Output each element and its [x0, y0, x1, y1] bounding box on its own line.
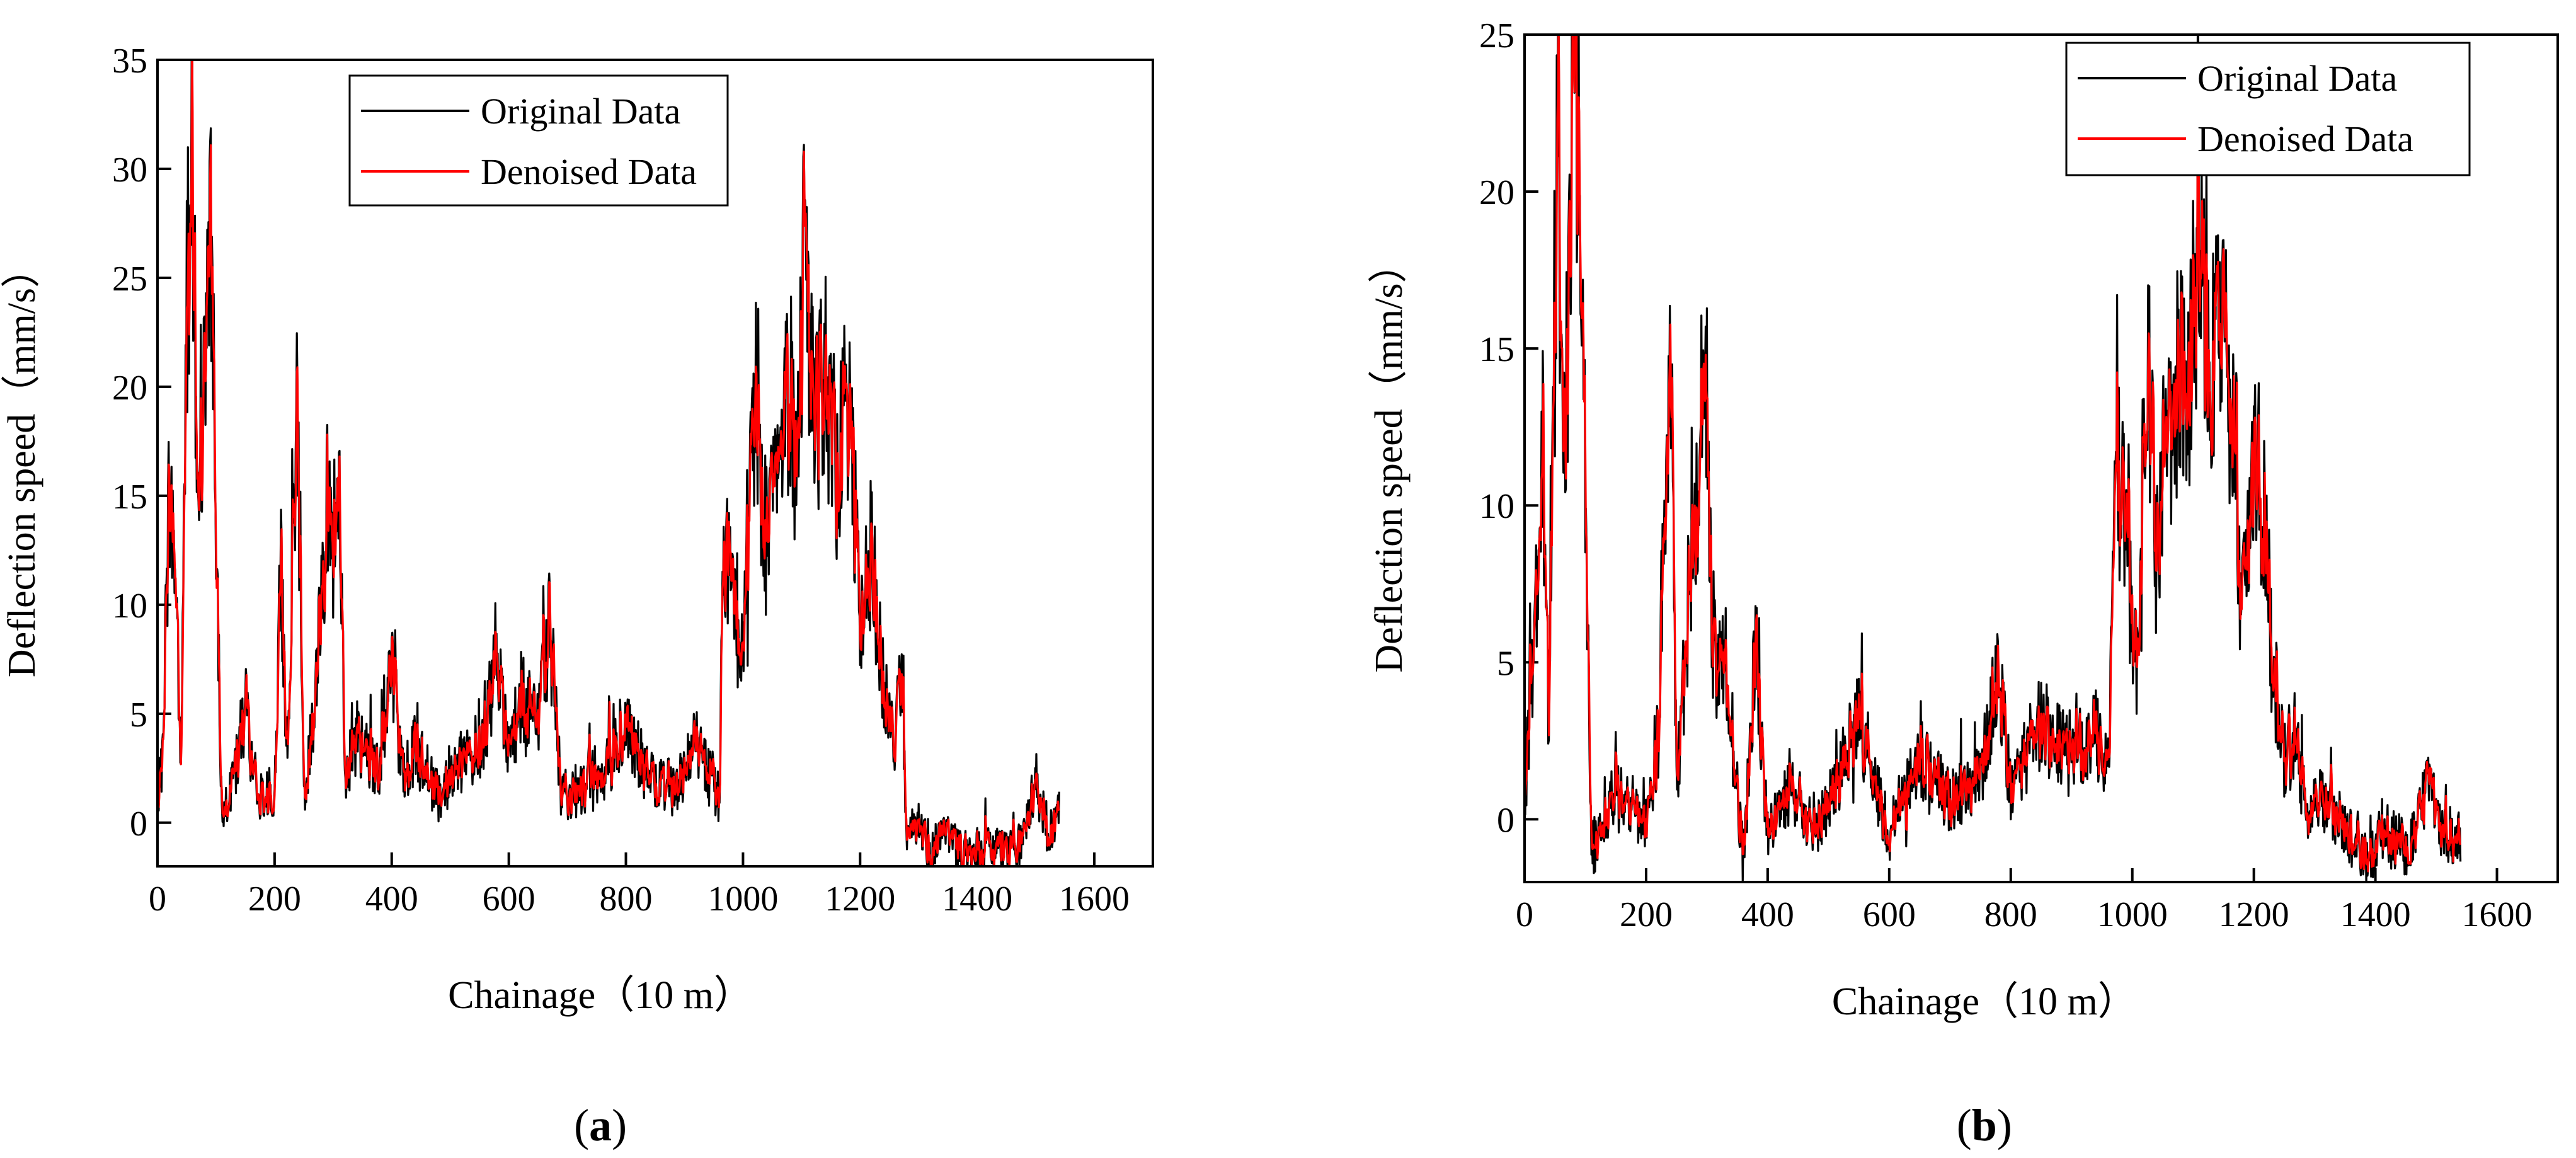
legend-label-denoised-b: Denoised Data [2197, 118, 2413, 159]
y-tick-label-b: 10 [1479, 487, 1514, 526]
x-axis-a: 0 200 400 600 800 1000 1200 1400 1600 [149, 852, 1130, 919]
y-tick-label-b: 20 [1479, 173, 1514, 212]
legend-box-a [348, 74, 729, 207]
x-tick-label-a: 600 [483, 880, 535, 919]
legend-b: Original Data Denoised Data [2065, 42, 2471, 176]
x-axis-b: 0 200 400 600 800 1000 1200 1400 1600 [1516, 868, 2533, 934]
panel-label-a: (a) [574, 1100, 627, 1150]
legend-a: Original Data Denoised Data [348, 74, 729, 207]
chart-panel-a: 0 5 10 15 20 25 30 35 0 200 400 600 800 1000 1200 1400… [1, 42, 1154, 1150]
y-axis-label-a: Deflection speed（mm/s） [1, 249, 43, 677]
y-tick-label-a: 0 [130, 805, 147, 844]
x-tick-label-b: 600 [1863, 895, 1916, 934]
plot-frame-a [156, 59, 1154, 868]
legend-label-original-b: Original Data [2197, 58, 2397, 99]
x-axis-label-a: Chainage（10 m） [448, 974, 753, 1017]
x-tick-label-b: 1600 [2462, 895, 2533, 934]
y-axis-label-b: Deflection speed（mm/s） [1368, 244, 1411, 672]
x-tick-label-a: 400 [365, 880, 418, 919]
x-tick-label-a: 0 [149, 880, 166, 919]
plot-frame-b [1523, 33, 2559, 883]
x-tick-label-a: 1000 [707, 880, 778, 919]
x-tick-label-a: 800 [600, 880, 653, 919]
y-axis-a: 0 5 10 15 20 25 30 35 [112, 42, 171, 844]
y-tick-label-a: 15 [112, 478, 147, 517]
panel-label-open-a: ( [574, 1100, 589, 1150]
x-tick-label-b: 1000 [2097, 895, 2168, 934]
y-tick-label-b: 15 [1479, 330, 1514, 369]
y-tick-label-a: 20 [112, 369, 147, 408]
panel-label-b: (b) [1957, 1100, 2012, 1150]
panel-label-letter-b: b [1972, 1100, 1997, 1150]
plot-area-a [157, 60, 1060, 866]
y-tick-label-b: 0 [1497, 801, 1514, 840]
y-tick-label-a: 10 [112, 587, 147, 626]
y-tick-label-b: 5 [1497, 644, 1514, 683]
x-tick-label-a: 200 [248, 880, 301, 919]
x-tick-label-a: 1400 [942, 880, 1012, 919]
x-tick-label-b: 0 [1516, 895, 1533, 934]
series-line-denoised-a [157, 60, 1060, 866]
panel-label-close-b: ) [1997, 1100, 2012, 1150]
x-tick-label-b: 1400 [2340, 895, 2411, 934]
y-tick-label-b: 25 [1479, 16, 1514, 55]
panel-label-open-b: ( [1957, 1100, 1972, 1150]
panel-label-close-a: ) [612, 1100, 627, 1150]
plot-area-b [1525, 35, 2462, 882]
y-tick-label-a: 30 [112, 151, 147, 190]
x-axis-label-b: Chainage（10 m） [1832, 980, 2137, 1023]
y-tick-label-a: 35 [112, 42, 147, 81]
legend-label-original-a: Original Data [481, 91, 680, 132]
x-tick-label-a: 1200 [825, 880, 895, 919]
y-tick-label-a: 25 [112, 260, 147, 299]
x-tick-label-b: 200 [1620, 895, 1673, 934]
legend-box-b [2065, 42, 2471, 176]
legend-label-denoised-a: Denoised Data [481, 151, 697, 192]
x-tick-label-a: 1600 [1059, 880, 1130, 919]
chart-panel-b: 0 5 10 15 20 25 0 200 400 600 800 1000 1200 1400 1600… [1368, 16, 2559, 1150]
panel-label-letter-a: a [589, 1100, 612, 1150]
x-tick-label-b: 800 [1984, 895, 2037, 934]
y-tick-label-a: 5 [130, 696, 147, 735]
x-tick-label-b: 400 [1741, 895, 1794, 934]
x-tick-label-b: 1200 [2219, 895, 2289, 934]
series-line-denoised-b [1525, 35, 2462, 873]
